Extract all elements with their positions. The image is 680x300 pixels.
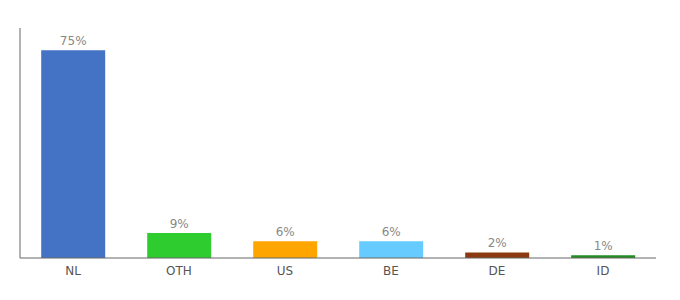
svg-text:DE: DE xyxy=(489,264,506,278)
svg-text:9%: 9% xyxy=(170,217,189,231)
svg-text:2%: 2% xyxy=(488,236,507,250)
svg-text:ID: ID xyxy=(597,264,610,278)
svg-text:NL: NL xyxy=(65,264,81,278)
svg-text:1%: 1% xyxy=(594,239,613,253)
svg-text:6%: 6% xyxy=(276,225,295,239)
svg-text:OTH: OTH xyxy=(166,264,192,278)
svg-text:6%: 6% xyxy=(382,225,401,239)
svg-text:US: US xyxy=(277,264,293,278)
svg-text:BE: BE xyxy=(383,264,399,278)
svg-text:75%: 75% xyxy=(60,34,87,48)
